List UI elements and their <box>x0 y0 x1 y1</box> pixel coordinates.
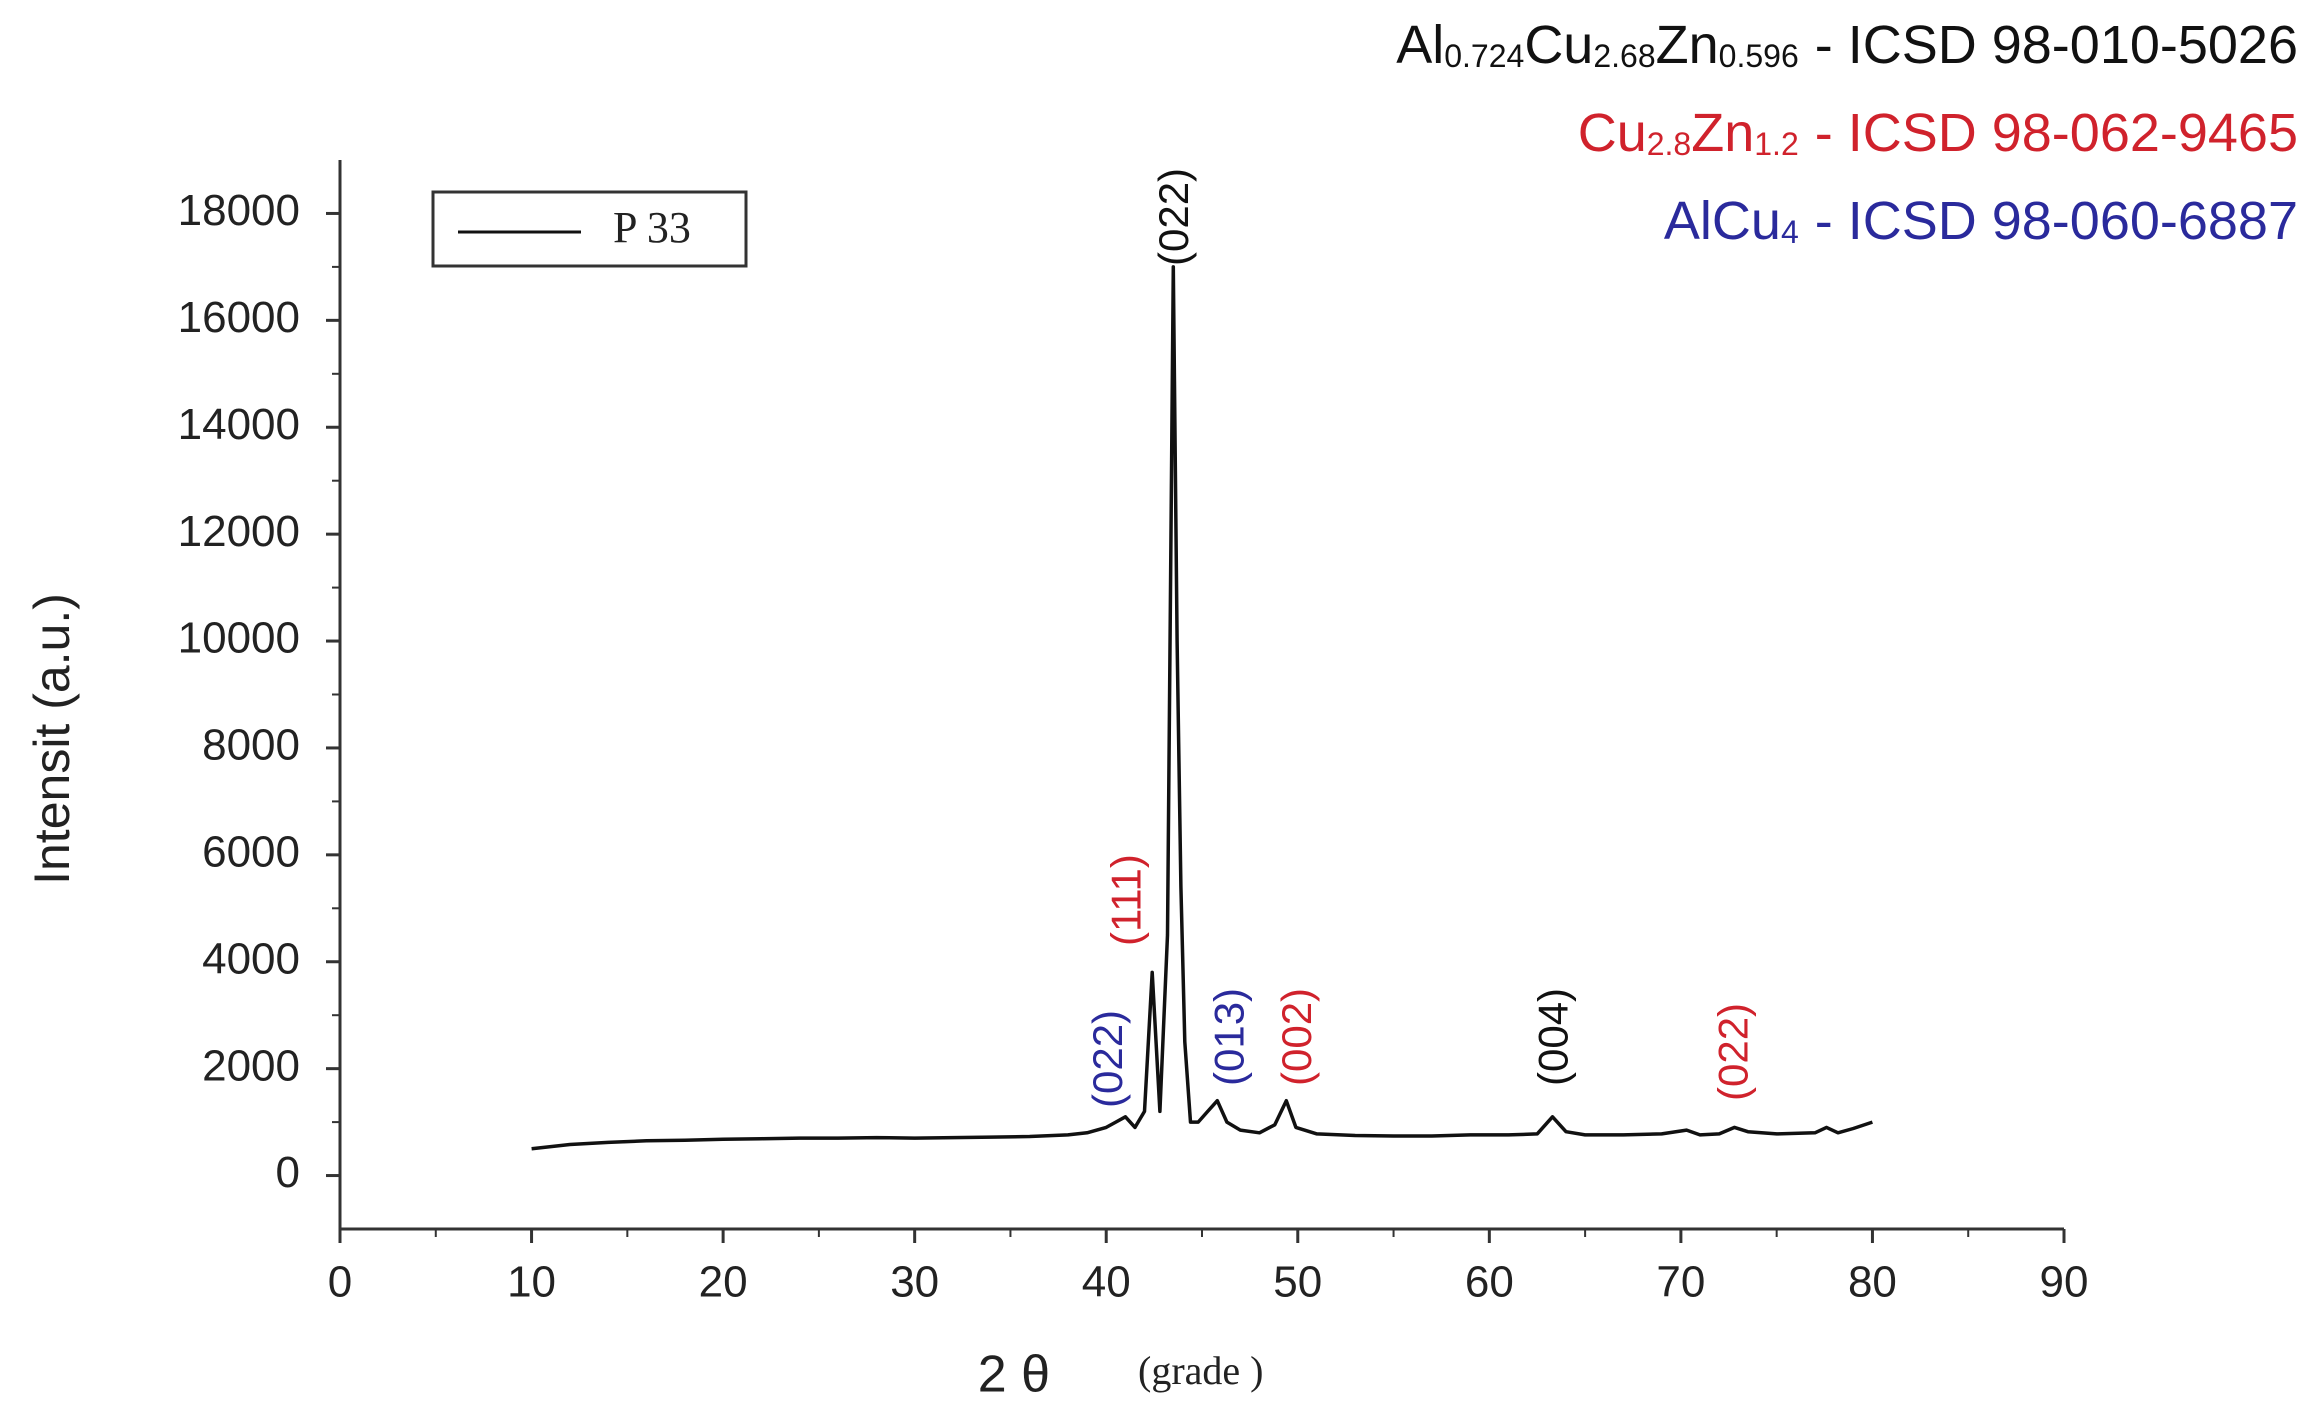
y-tick-label: 14000 <box>178 400 300 449</box>
y-tick-label: 4000 <box>202 934 300 983</box>
formula-element: Cu <box>1578 103 1647 163</box>
formula-subscript: 2.8 <box>1647 126 1691 162</box>
formula-subscript: 0.724 <box>1444 38 1524 74</box>
peak-label: (022) <box>1084 1010 1131 1108</box>
x-axis-unit: (grade ) <box>1138 1348 1263 1393</box>
x-tick-label: 40 <box>1082 1258 1131 1307</box>
phase-ref: - ICSD 98-060-6887 <box>1815 191 2298 251</box>
formula-subscript: 0.596 <box>1719 38 1799 74</box>
x-tick-label: 30 <box>890 1258 939 1307</box>
phase-reference: Al0.724Cu2.68Zn0.596 - ICSD 98-010-5026 <box>1396 15 2298 75</box>
y-tick-label: 10000 <box>178 614 300 663</box>
x-tick-label: 10 <box>507 1258 556 1307</box>
formula-subscript: 2.68 <box>1593 38 1655 74</box>
legend-box <box>431 190 748 268</box>
data-line <box>531 265 1873 1151</box>
y-tick-label: 18000 <box>178 186 300 235</box>
x-tick-label: 60 <box>1465 1258 1514 1307</box>
phase-reference: Cu2.8Zn1.2 - ICSD 98-062-9465 <box>1578 103 2298 163</box>
peak-label: (002) <box>1273 988 1320 1086</box>
y-tick-label: 16000 <box>178 293 300 342</box>
peak-label: (022) <box>1150 168 1197 266</box>
x-tick-label: 90 <box>2040 1258 2089 1307</box>
peak-label: (013) <box>1206 988 1253 1086</box>
y-tick-label: 8000 <box>202 721 300 770</box>
peak-label: (111) <box>1102 854 1149 946</box>
formula-element: Al <box>1396 15 1444 75</box>
formula-element: Cu <box>1524 15 1593 75</box>
phase-ref: - ICSD 98-010-5026 <box>1815 15 2298 75</box>
phase-ref: - ICSD 98-062-9465 <box>1815 103 2298 163</box>
x-axis-label: 2 θ <box>978 1346 1050 1404</box>
formula-subscript: 1.2 <box>1754 126 1798 162</box>
x-tick-label: 0 <box>328 1258 352 1307</box>
x-tick-label: 50 <box>1273 1258 1322 1307</box>
y-axis-label: Intensit (a.u.) <box>24 593 80 885</box>
phase-reference: AlCu4 - ICSD 98-060-6887 <box>1664 191 2298 251</box>
y-tick-label: 6000 <box>202 827 300 876</box>
formula-element: Zn <box>1691 103 1754 163</box>
y-tick-label: 2000 <box>202 1041 300 1090</box>
peak-label: (022) <box>1710 1003 1757 1101</box>
formula-subscript: 4 <box>1781 214 1799 250</box>
formula-element: Zn <box>1656 15 1719 75</box>
formula-element: AlCu <box>1664 191 1781 251</box>
peak-label: (004) <box>1529 988 1576 1086</box>
legend-label: P 33 <box>613 203 691 252</box>
y-tick-label: 12000 <box>178 507 300 556</box>
x-tick-label: 20 <box>699 1258 748 1307</box>
x-tick-label: 80 <box>1848 1258 1897 1307</box>
x-tick-label: 70 <box>1656 1258 1705 1307</box>
y-tick-label: 0 <box>276 1148 300 1197</box>
